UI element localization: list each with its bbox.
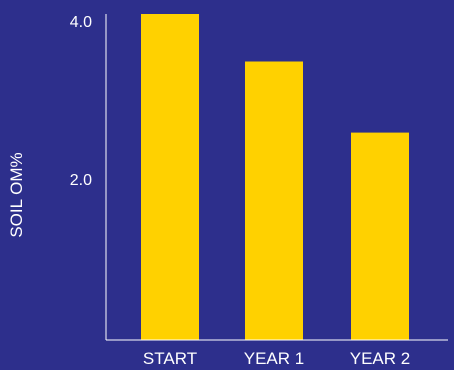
bar-year-2 — [351, 132, 409, 340]
x-category-label: YEAR 1 — [244, 349, 304, 368]
y-axis-title: SOIL OM% — [7, 152, 26, 237]
y-tick-label: 4.0 — [70, 14, 92, 31]
y-tick-label: 2.0 — [70, 172, 92, 189]
x-category-label: START — [143, 349, 197, 368]
bar-year-1 — [245, 61, 303, 340]
bars-layer — [141, 14, 409, 340]
x-category-labels: START YEAR 1 YEAR 2 — [143, 349, 410, 368]
x-category-label: YEAR 2 — [350, 349, 410, 368]
bar-start — [141, 14, 199, 340]
y-tick-labels: 2.0 4.0 — [70, 14, 92, 189]
